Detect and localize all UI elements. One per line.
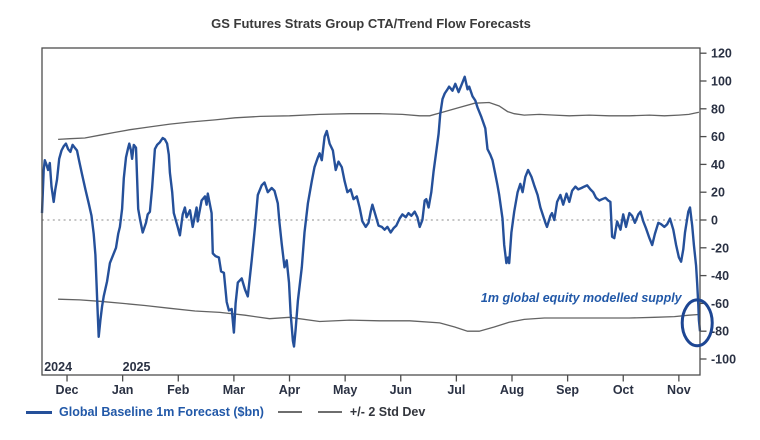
year-label: 2025 <box>123 360 151 374</box>
y-tick-label: -60 <box>711 297 729 311</box>
month-label: Jul <box>447 383 465 397</box>
legend-band-line-swatch-2 <box>317 411 342 413</box>
legend-forecast-line-swatch <box>26 410 52 414</box>
y-tick-label: -20 <box>711 241 729 255</box>
y-tick-label: 100 <box>711 75 732 89</box>
y-tick-label: -100 <box>711 353 736 367</box>
month-label: Oct <box>613 383 635 397</box>
month-label: Apr <box>279 383 301 397</box>
month-label: Feb <box>167 383 190 397</box>
year-label: 2024 <box>44 360 72 374</box>
chart-title: GS Futures Strats Group CTA/Trend Flow F… <box>211 16 531 31</box>
y-tick-label: -40 <box>711 269 729 283</box>
upper-band-line <box>58 101 700 141</box>
y-tick-label: 120 <box>711 47 732 61</box>
lower-band-line <box>58 298 699 332</box>
y-tick-label: -80 <box>711 325 729 339</box>
month-label: May <box>333 383 357 397</box>
annotation-text: 1m global equity modelled supply <box>481 291 683 305</box>
month-label: Jun <box>390 383 412 397</box>
month-label: Nov <box>667 383 691 397</box>
y-tick-label: 20 <box>711 186 725 200</box>
plot-border <box>41 47 701 376</box>
highlight-ellipse <box>680 298 714 348</box>
month-label: Dec <box>56 383 79 397</box>
legend-band-label: +/- 2 Std Dev <box>349 405 426 419</box>
y-tick-label: 0 <box>711 214 718 228</box>
forecast-line <box>40 75 702 348</box>
y-tick-label: 40 <box>711 158 725 172</box>
y-tick-label: 80 <box>711 102 725 116</box>
chart-legend: Global Baseline 1m Forecast ($bn) +/- 2 … <box>26 403 425 421</box>
legend-band-line-swatch-1 <box>277 411 302 413</box>
legend-forecast-label: Global Baseline 1m Forecast ($bn) <box>59 405 264 419</box>
y-tick-label: 60 <box>711 130 725 144</box>
month-label: Aug <box>500 383 524 397</box>
month-label: Jan <box>112 383 134 397</box>
month-label: Mar <box>223 383 245 397</box>
month-label: Sep <box>556 383 579 397</box>
